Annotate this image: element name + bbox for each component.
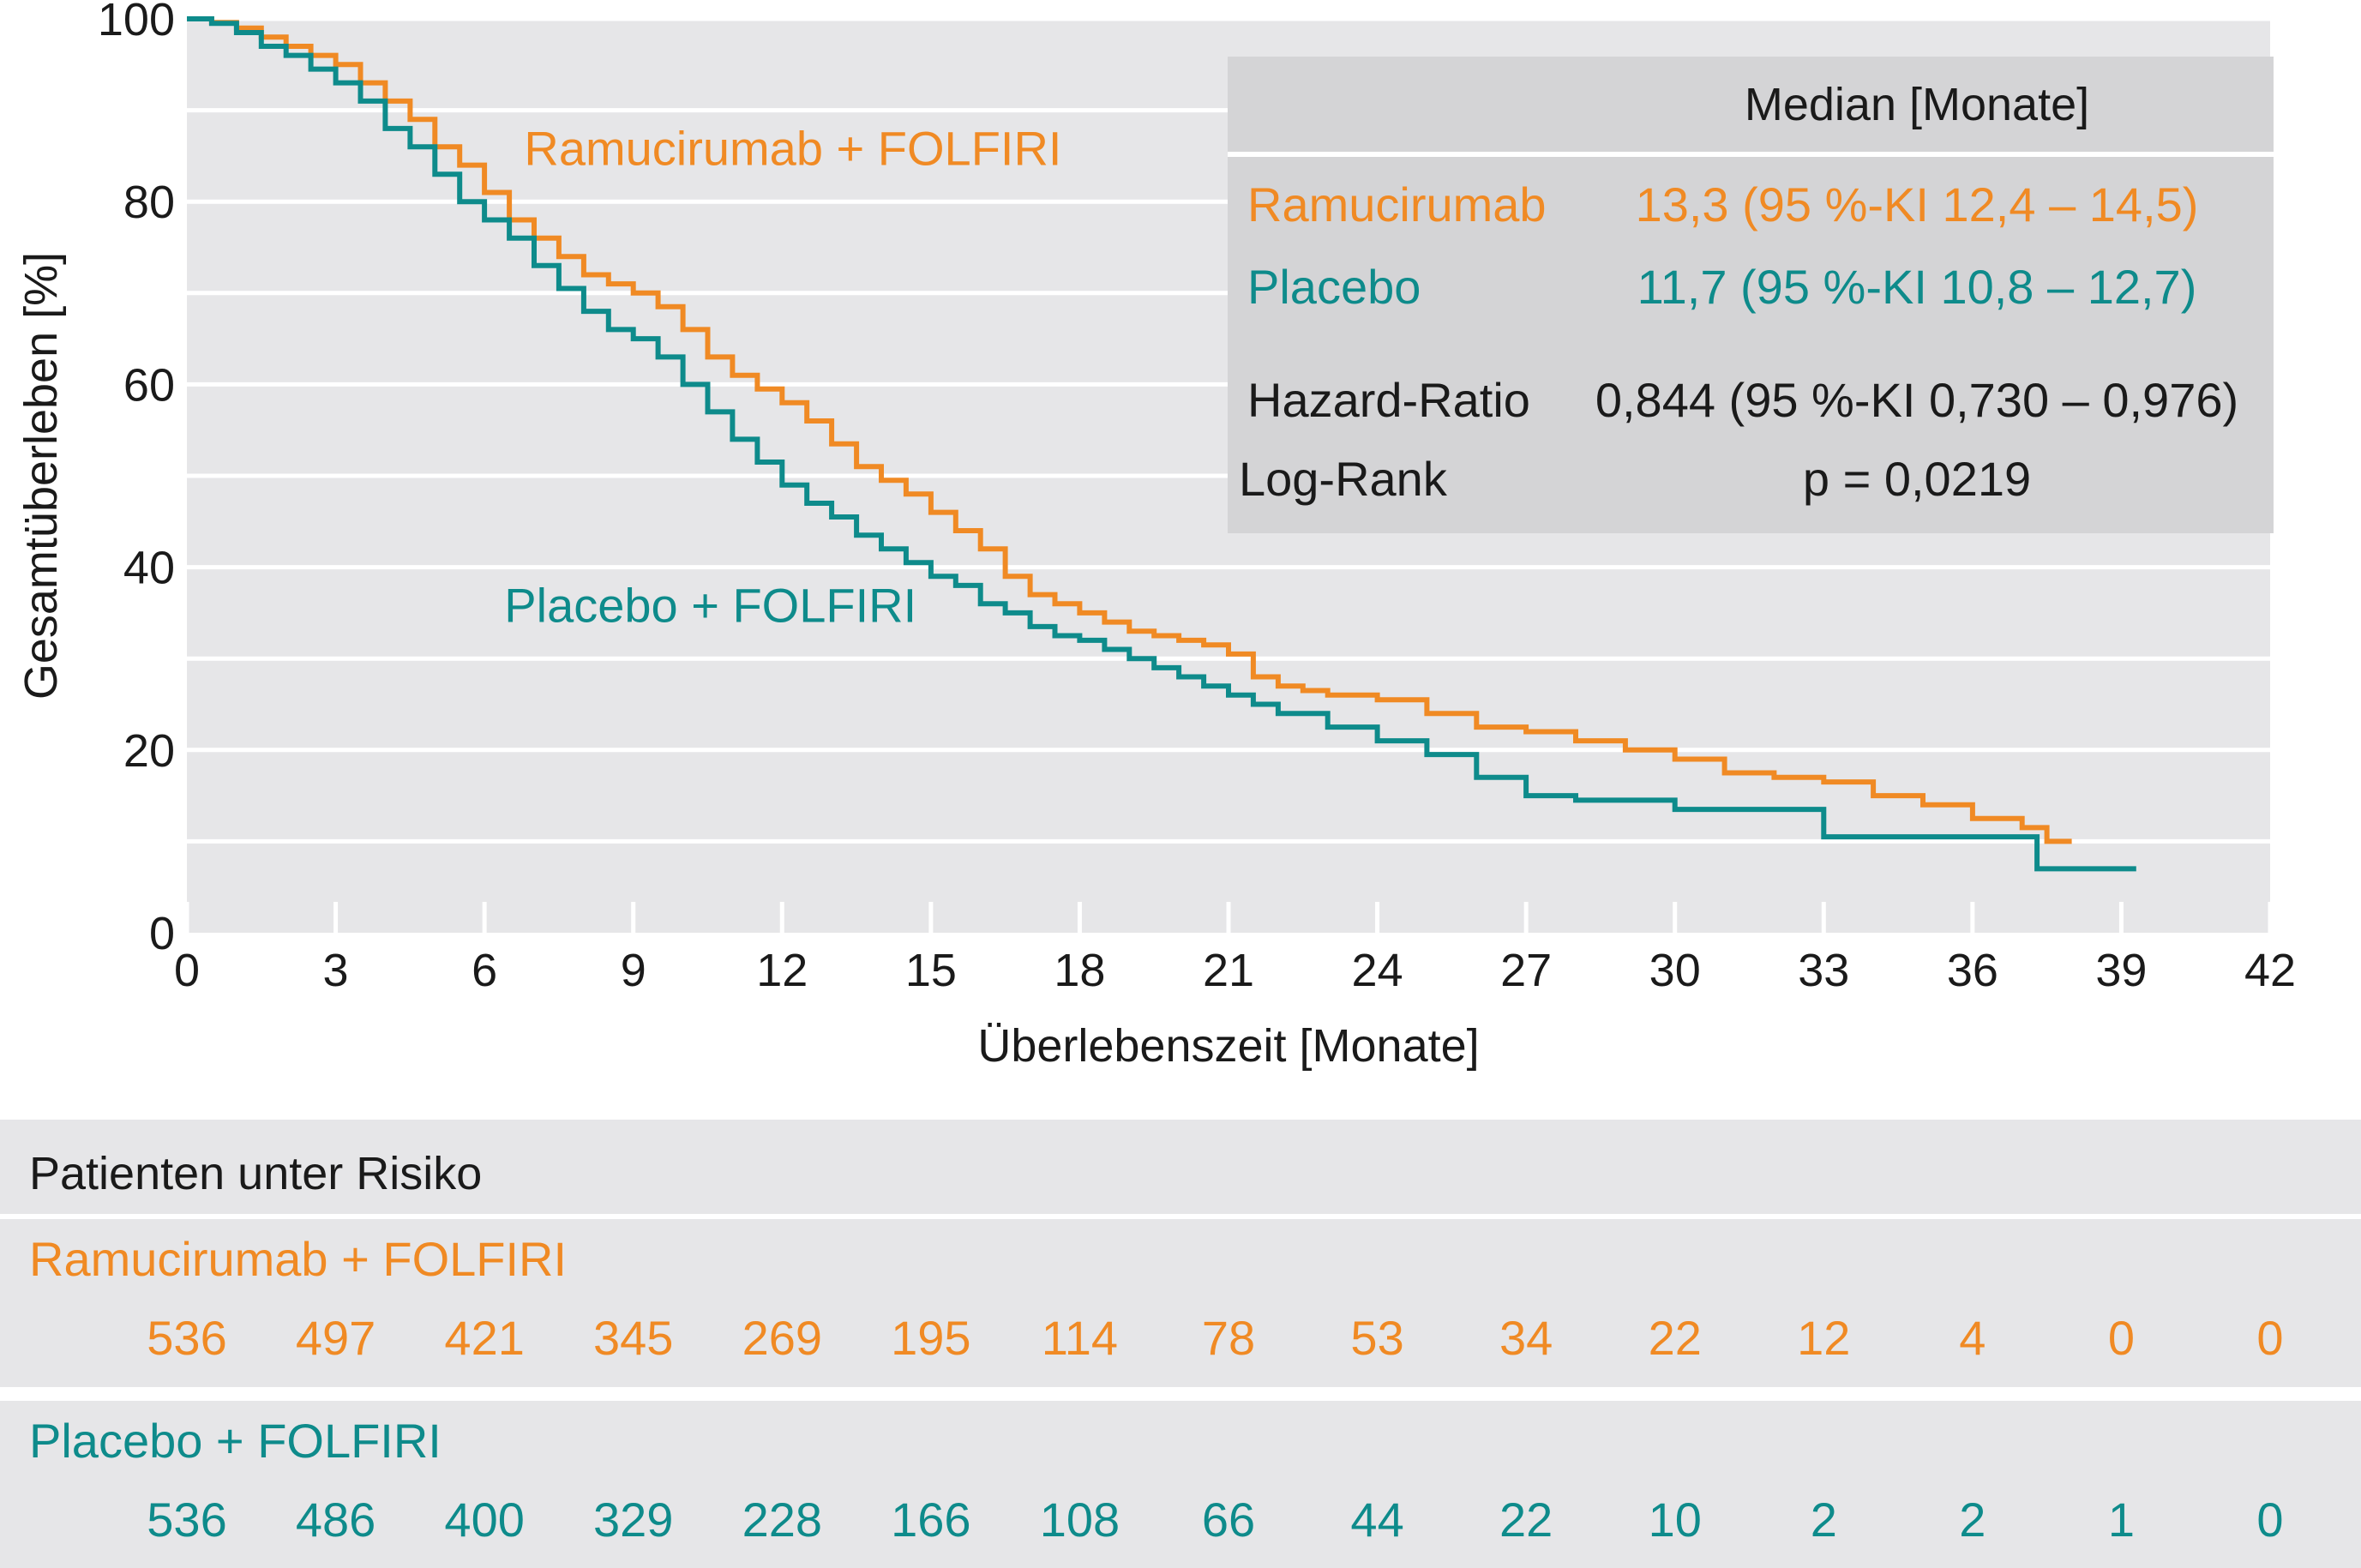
risk-count: 536 <box>147 1493 226 1547</box>
y-tick-label: 100 <box>98 0 175 45</box>
y-tick-label: 60 <box>123 359 175 411</box>
y-tick-label: 80 <box>123 177 175 228</box>
y-axis-title: Gesamtüberleben [%] <box>15 252 67 700</box>
risk-group-band <box>0 1401 2361 1568</box>
risk-count: 345 <box>593 1311 673 1365</box>
risk-count: 166 <box>891 1493 970 1547</box>
y-tick-label: 40 <box>123 543 175 594</box>
risk-count: 536 <box>147 1311 226 1365</box>
placebo-curve-label: Placebo + FOLFIRI <box>504 579 916 633</box>
ramucirumab-curve <box>187 16 2072 844</box>
stats-header: Median [Monate] <box>1745 79 2089 130</box>
risk-count: 22 <box>1499 1493 1553 1547</box>
risk-count: 0 <box>2108 1311 2135 1365</box>
x-tick-label: 9 <box>621 945 646 996</box>
risk-count: 10 <box>1649 1493 1702 1547</box>
stats-row-value: 0,844 (95 %-KI 0,730 – 0,976) <box>1595 373 2238 427</box>
x-tick-label: 42 <box>2244 945 2296 996</box>
risk-count: 0 <box>2256 1493 2283 1547</box>
x-tick-label: 15 <box>905 945 957 996</box>
risk-count: 34 <box>1499 1311 1553 1365</box>
x-tick-label: 24 <box>1352 945 1403 996</box>
x-tick-label: 18 <box>1054 945 1105 996</box>
y-tick-label: 20 <box>123 725 175 777</box>
x-tick-label: 39 <box>2095 945 2147 996</box>
risk-count: 44 <box>1350 1493 1403 1547</box>
risk-group-band <box>0 1219 2361 1387</box>
risk-count: 108 <box>1040 1493 1120 1547</box>
stats-row-value: 11,7 (95 %-KI 10,8 – 12,7) <box>1637 260 2197 314</box>
risk-table: Patienten unter Risiko Ramucirumab + FOLF… <box>0 1120 2361 1568</box>
stats-row-label: Placebo <box>1247 260 1421 314</box>
stats-row-label: Ramucirumab <box>1247 177 1547 231</box>
risk-count: 0 <box>2256 1311 2283 1365</box>
x-tick-label: 30 <box>1649 945 1701 996</box>
risk-count: 400 <box>444 1493 524 1547</box>
risk-count: 2 <box>1959 1493 1986 1547</box>
x-tick-label: 27 <box>1500 945 1552 996</box>
risk-title-band <box>0 1120 2361 1214</box>
median-stats-box: Median [Monate] Ramucirumab 13,3 (95 %-KI … <box>1228 57 2274 533</box>
stats-row-value: 13,3 (95 %-KI 12,4 – 14,5) <box>1636 177 2199 231</box>
risk-count: 78 <box>1202 1311 1255 1365</box>
x-tick-label: 21 <box>1203 945 1254 996</box>
x-tick-label: 36 <box>1947 945 1998 996</box>
risk-count: 66 <box>1202 1493 1255 1547</box>
risk-count: 4 <box>1959 1311 1986 1365</box>
x-tick-label: 3 <box>323 945 349 996</box>
stats-row-value: p = 0,0219 <box>1803 452 2031 506</box>
placebo-curve <box>187 16 2136 872</box>
risk-count: 497 <box>296 1311 375 1365</box>
risk-table-title: Patienten unter Risiko <box>29 1148 482 1199</box>
x-tick-label: 6 <box>472 945 497 996</box>
risk-count: 228 <box>742 1493 822 1547</box>
risk-count: 486 <box>296 1493 375 1547</box>
ramucirumab-curve-label: Ramucirumab + FOLFIRI <box>524 122 1061 176</box>
stats-box-background <box>1228 57 2274 533</box>
risk-count: 22 <box>1649 1311 1702 1365</box>
risk-group-label: Ramucirumab + FOLFIRI <box>29 1232 567 1286</box>
stats-row-label: Log-Rank <box>1239 452 1448 506</box>
x-tick-label: 0 <box>174 945 200 996</box>
risk-count: 12 <box>1797 1311 1850 1365</box>
x-tick-label: 12 <box>756 945 808 996</box>
x-axis-title: Überlebenszeit [Monate] <box>977 1020 1479 1072</box>
risk-count: 329 <box>593 1493 673 1547</box>
risk-group-label: Placebo + FOLFIRI <box>29 1414 442 1468</box>
risk-count: 269 <box>742 1311 822 1365</box>
stats-row-label: Hazard-Ratio <box>1247 373 1530 427</box>
risk-count: 114 <box>1042 1311 1118 1365</box>
risk-count: 195 <box>891 1311 970 1365</box>
risk-count: 53 <box>1350 1311 1403 1365</box>
risk-count: 1 <box>2108 1493 2135 1547</box>
y-tick-label: 0 <box>149 908 175 959</box>
risk-count: 2 <box>1811 1493 1837 1547</box>
x-tick-label: 33 <box>1798 945 1849 996</box>
risk-count: 421 <box>444 1311 524 1365</box>
